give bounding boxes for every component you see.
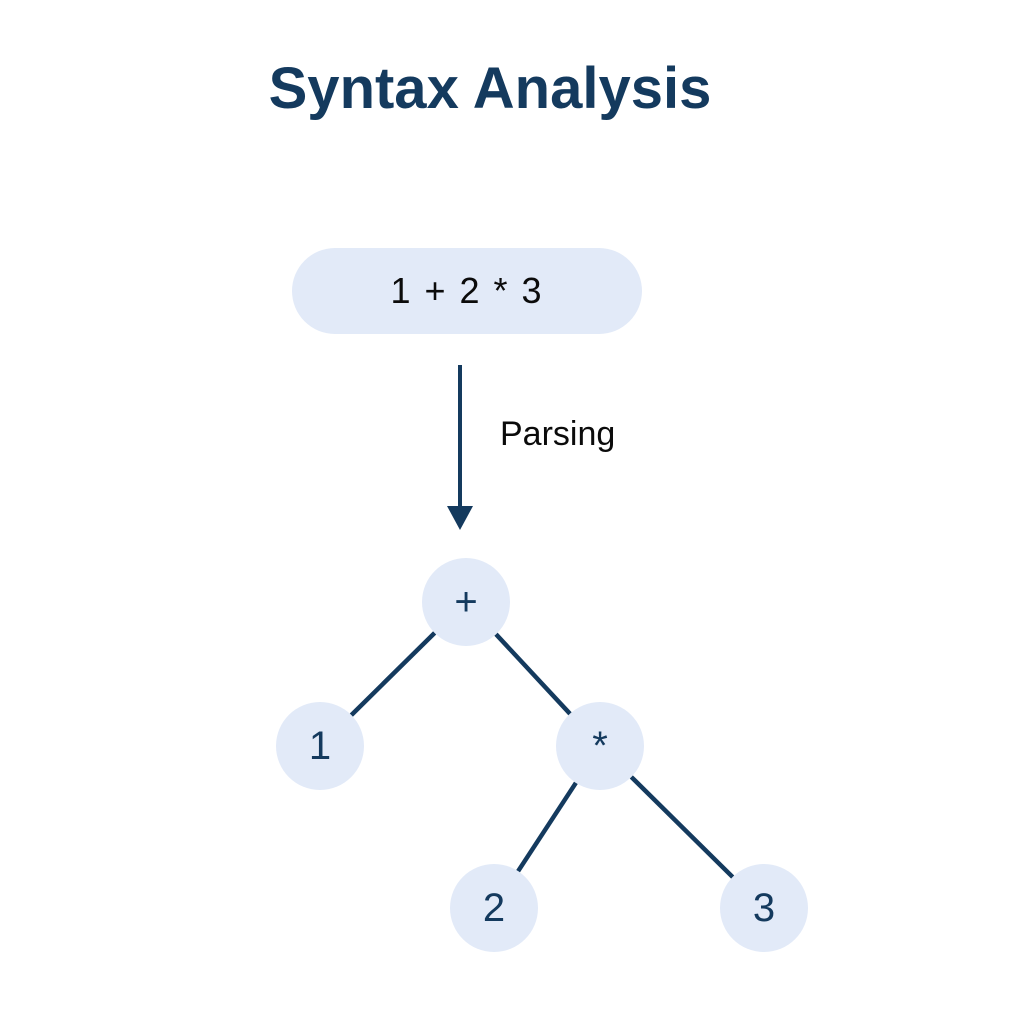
arrow-head bbox=[447, 506, 473, 530]
tree-edge bbox=[496, 634, 570, 714]
tree-node-plus: + bbox=[422, 558, 510, 646]
tree-edge bbox=[518, 783, 576, 871]
diagram-title: Syntax Analysis bbox=[190, 55, 790, 122]
expression-text: 1 + 2 * 3 bbox=[390, 270, 543, 312]
tree-edge bbox=[351, 633, 434, 715]
expression-box: 1 + 2 * 3 bbox=[292, 248, 642, 334]
tree-edge bbox=[631, 777, 732, 877]
parsing-label: Parsing bbox=[500, 415, 615, 454]
tree-node-three: 3 bbox=[720, 864, 808, 952]
tree-node-two: 2 bbox=[450, 864, 538, 952]
tree-node-one: 1 bbox=[276, 702, 364, 790]
tree-node-star: * bbox=[556, 702, 644, 790]
